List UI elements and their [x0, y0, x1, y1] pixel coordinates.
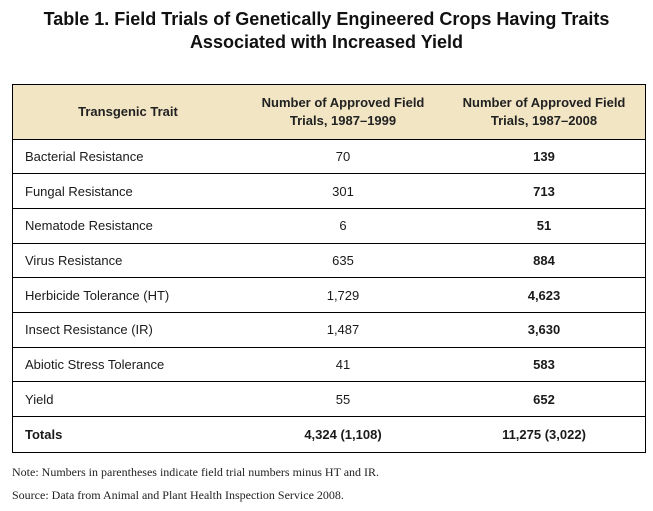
table-row: Herbicide Tolerance (HT) 1,729 4,623 — [13, 277, 645, 313]
totals-1999-cell: 4,324 (1,108) — [304, 426, 382, 442]
trials-1999-cell: 55 — [243, 381, 443, 417]
trait-cell: Yield — [13, 381, 243, 417]
totals-2008-cell: 11,275 (3,022) — [502, 426, 586, 442]
header-trials-1987-2008: Number of Approved Field Trials, 1987–20… — [443, 85, 645, 140]
trait-cell: Fungal Resistance — [13, 173, 243, 209]
field-trials-table: Transgenic Trait Number of Approved Fiel… — [12, 84, 646, 453]
trials-1999-cell: 635 — [243, 243, 443, 279]
trait-cell: Herbicide Tolerance (HT) — [13, 277, 243, 313]
trials-1999-cell: 41 — [243, 347, 443, 383]
trait-cell: Nematode Resistance — [13, 208, 243, 244]
trait-cell: Bacterial Resistance — [13, 139, 243, 175]
trials-1999-cell: 6 — [243, 208, 443, 244]
source-note: Source: Data from Animal and Plant Healt… — [12, 488, 344, 502]
totals-label: Totals — [25, 426, 63, 442]
trials-2008-cell: 3,630 — [443, 312, 645, 348]
table-row: Virus Resistance 635 884 — [13, 243, 645, 279]
trials-2008-cell: 51 — [443, 208, 645, 244]
trait-cell: Abiotic Stress Tolerance — [13, 347, 243, 383]
table-title-line-1: Table 1. Field Trials of Genetically Eng… — [43, 9, 610, 29]
header-transgenic-trait: Transgenic Trait — [13, 85, 243, 140]
trials-2008-cell: 713 — [443, 173, 645, 209]
trials-1999-cell: 1,487 — [243, 312, 443, 348]
trials-1999-cell: 70 — [243, 139, 443, 175]
table-notes: Note: Numbers in parentheses indicate fi… — [12, 465, 646, 511]
totals-row: Totals 4,324 (1,108) 11,275 (3,022) — [13, 417, 645, 452]
table-row: Yield 55 652 — [13, 381, 645, 417]
trials-2008-cell: 139 — [443, 139, 645, 175]
table-row: Insect Resistance (IR) 1,487 3,630 — [13, 312, 645, 348]
trials-2008-cell: 4,623 — [443, 277, 645, 313]
trials-2008-cell: 583 — [443, 347, 645, 383]
table-row: Bacterial Resistance 70 139 — [13, 139, 645, 175]
table-title: Table 1. Field Trials of Genetically Eng… — [0, 8, 653, 54]
trials-2008-cell: 884 — [443, 243, 645, 279]
trials-2008-cell: 652 — [443, 381, 645, 417]
trials-1999-cell: 301 — [243, 173, 443, 209]
table-row: Nematode Resistance 6 51 — [13, 208, 645, 244]
trait-cell: Virus Resistance — [13, 243, 243, 279]
table-row: Fungal Resistance 301 713 — [13, 173, 645, 209]
table-header-row: Transgenic Trait Number of Approved Fiel… — [13, 85, 645, 140]
trials-1999-cell: 1,729 — [243, 277, 443, 313]
footnote: Note: Numbers in parentheses indicate fi… — [12, 465, 380, 479]
trait-cell: Insect Resistance (IR) — [13, 312, 243, 348]
table-title-line-2: Associated with Increased Yield — [189, 32, 464, 52]
table-row: Abiotic Stress Tolerance 41 583 — [13, 347, 645, 383]
header-trials-1987-1999: Number of Approved Field Trials, 1987–19… — [243, 85, 443, 140]
